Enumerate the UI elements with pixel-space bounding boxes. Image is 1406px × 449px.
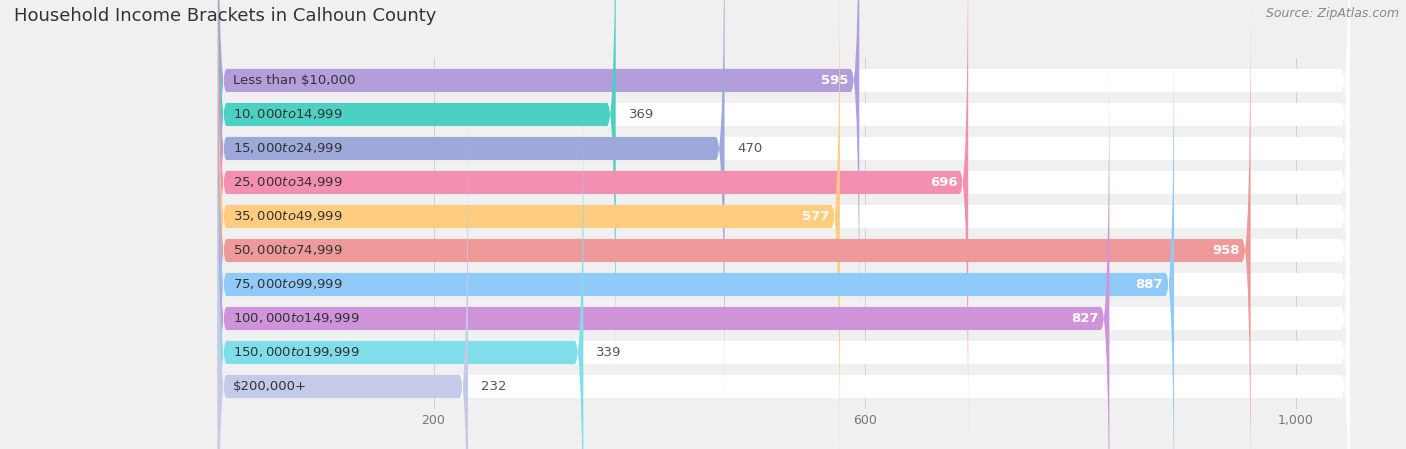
FancyBboxPatch shape <box>218 0 616 375</box>
FancyBboxPatch shape <box>218 0 1350 409</box>
Text: $15,000 to $24,999: $15,000 to $24,999 <box>233 141 343 155</box>
FancyBboxPatch shape <box>218 58 1350 449</box>
Text: 369: 369 <box>628 108 654 121</box>
FancyBboxPatch shape <box>218 126 1350 449</box>
FancyBboxPatch shape <box>218 0 859 341</box>
Text: Household Income Brackets in Calhoun County: Household Income Brackets in Calhoun Cou… <box>14 7 436 25</box>
Text: 339: 339 <box>596 346 621 359</box>
Text: $200,000+: $200,000+ <box>233 380 307 393</box>
Text: 696: 696 <box>929 176 957 189</box>
FancyBboxPatch shape <box>218 0 1350 449</box>
Text: 232: 232 <box>481 380 506 393</box>
FancyBboxPatch shape <box>218 0 839 449</box>
Text: $150,000 to $199,999: $150,000 to $199,999 <box>233 345 360 360</box>
FancyBboxPatch shape <box>218 0 1350 375</box>
Text: $25,000 to $34,999: $25,000 to $34,999 <box>233 176 343 189</box>
Text: $75,000 to $99,999: $75,000 to $99,999 <box>233 277 343 291</box>
Text: 887: 887 <box>1136 278 1163 291</box>
FancyBboxPatch shape <box>218 0 724 409</box>
Text: $100,000 to $149,999: $100,000 to $149,999 <box>233 312 360 326</box>
Text: 595: 595 <box>821 74 849 87</box>
Text: 577: 577 <box>801 210 830 223</box>
Text: 827: 827 <box>1071 312 1098 325</box>
FancyBboxPatch shape <box>218 92 583 449</box>
Text: Less than $10,000: Less than $10,000 <box>233 74 356 87</box>
FancyBboxPatch shape <box>218 0 1250 449</box>
FancyBboxPatch shape <box>218 126 468 449</box>
FancyBboxPatch shape <box>218 0 969 443</box>
FancyBboxPatch shape <box>218 24 1174 449</box>
Text: 958: 958 <box>1212 244 1240 257</box>
Text: $35,000 to $49,999: $35,000 to $49,999 <box>233 210 343 224</box>
Text: 470: 470 <box>738 142 762 155</box>
Text: $50,000 to $74,999: $50,000 to $74,999 <box>233 243 343 257</box>
Text: $10,000 to $14,999: $10,000 to $14,999 <box>233 107 343 122</box>
FancyBboxPatch shape <box>218 0 1350 341</box>
Text: Source: ZipAtlas.com: Source: ZipAtlas.com <box>1265 7 1399 20</box>
FancyBboxPatch shape <box>218 0 1350 449</box>
FancyBboxPatch shape <box>218 58 1109 449</box>
FancyBboxPatch shape <box>218 24 1350 449</box>
FancyBboxPatch shape <box>218 0 1350 443</box>
FancyBboxPatch shape <box>218 92 1350 449</box>
